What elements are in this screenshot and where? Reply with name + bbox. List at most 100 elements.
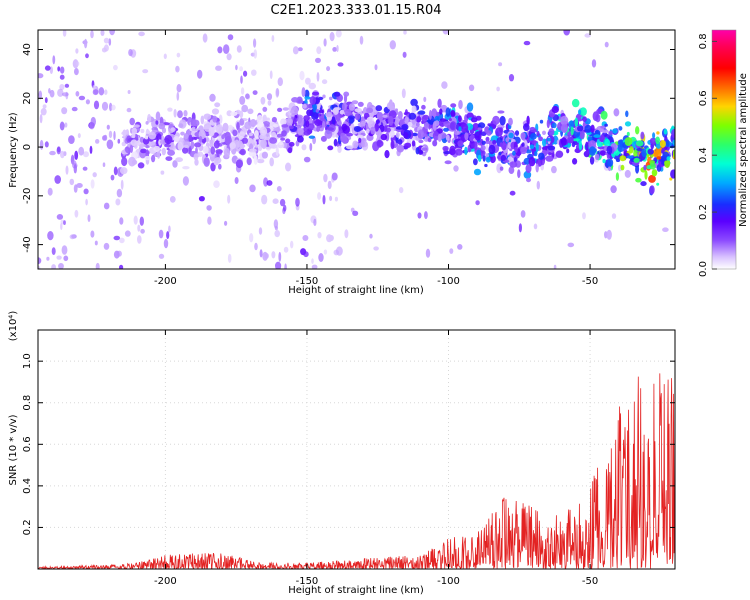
- spectrogram-ridge-blob: [448, 118, 452, 122]
- spectrogram-ridge-blob: [390, 140, 395, 150]
- spectrogram-ridge-blob: [579, 107, 587, 116]
- spectrogram-background-blob: [176, 52, 181, 58]
- spectrogram-ridge-blob: [180, 131, 185, 136]
- spectrogram-ridge-blob: [572, 158, 578, 165]
- spectrogram-background-blob: [269, 157, 275, 167]
- snr-y-label: SNR (10 * v/v): [8, 414, 19, 485]
- spectrogram-background-blob: [389, 40, 396, 50]
- spectrogram-ridge-blob: [318, 109, 324, 114]
- spectrogram-ridge-blob: [200, 115, 205, 125]
- spectrogram-background-blob: [113, 235, 121, 241]
- spectrogram-background-blob: [299, 70, 305, 81]
- spectrogram-ridge-blob: [484, 140, 492, 144]
- spectrogram-ridge-blob: [499, 115, 506, 126]
- spectrogram-ridge-blob: [386, 101, 395, 110]
- spectrogram-background-blob: [163, 238, 169, 249]
- spectrogram-background-blob: [69, 234, 76, 240]
- spectrogram-background-blob: [206, 205, 212, 211]
- spectrogram-background-blob: [264, 253, 269, 259]
- spectrogram-background-blob: [47, 187, 53, 196]
- spectrogram-background-blob: [108, 130, 113, 139]
- spectrogram-background-blob: [63, 255, 69, 262]
- spectrogram-background-blob: [323, 173, 328, 183]
- spectrogram-ridge-blob: [641, 148, 647, 157]
- spectrogram-background-blob: [245, 93, 250, 99]
- spectrogram-ridge-blob: [202, 145, 209, 154]
- spectrogram-background-blob: [374, 64, 378, 71]
- spectrogram-ridge-blob: [499, 166, 504, 171]
- spectrogram-ridge-blob: [286, 117, 293, 126]
- spectrogram-ridge-blob: [473, 158, 478, 166]
- spectrogram-ridge-blob: [649, 185, 655, 195]
- spectrogram-background-blob: [359, 35, 364, 45]
- spectrogram-ridge-blob: [505, 137, 510, 143]
- spectrogram-ridge-blob: [435, 111, 440, 117]
- spectrogram-ridge-blob: [415, 137, 421, 141]
- spectrogram-background-blob: [317, 192, 322, 200]
- spectrogram-background-blob: [441, 81, 448, 89]
- spectrogram-background-blob: [63, 220, 66, 226]
- spectrogram-ridge-blob: [177, 110, 183, 119]
- spectrogram-ridge-blob: [508, 117, 513, 126]
- spectrogram-background-blob: [316, 72, 320, 82]
- spectrogram-ridge-blob: [566, 148, 570, 154]
- spectrogram-background-blob: [60, 66, 65, 74]
- spectrogram-ridge-blob: [223, 147, 231, 158]
- spectrogram-ridge-blob: [485, 136, 490, 142]
- spectrogram-background-blob: [399, 187, 404, 194]
- spectrogram-ridge-blob: [241, 104, 249, 113]
- spectrogram-background-blob: [329, 31, 335, 42]
- spectrogram-ridge-blob: [593, 134, 601, 138]
- spectrogram-background-blob: [87, 214, 91, 222]
- spectrogram-ridge-blob: [296, 96, 303, 104]
- spectrogram-background-blob: [218, 114, 223, 124]
- spectrogram-background-blob: [551, 165, 557, 174]
- spectrogram-ridge-blob: [239, 136, 244, 140]
- spectrogram-background-blob: [106, 124, 110, 130]
- spectrogram-ridge-blob: [656, 131, 660, 135]
- spectrogram-background-blob: [94, 240, 98, 246]
- spectrogram-background-blob: [290, 240, 294, 249]
- spectrogram-background-blob: [116, 188, 123, 198]
- spectrogram-ridge-blob: [121, 157, 128, 167]
- spectrogram-background-blob: [113, 64, 118, 71]
- snr-y-tick-label: 0.6: [22, 436, 33, 452]
- spectrogram-ridge-blob: [167, 107, 173, 112]
- spectrogram-ridge-blob: [155, 120, 159, 125]
- spectrogram-background-blob: [102, 162, 106, 167]
- spectrogram-ridge-blob: [589, 146, 596, 157]
- spectrogram-ridge-blob: [224, 131, 231, 141]
- spectrogram-ridge-blob: [512, 150, 516, 156]
- spectrogram-background-blob: [49, 89, 55, 98]
- spectrogram-background-blob: [662, 227, 669, 232]
- spectrogram-background-blob: [209, 93, 216, 102]
- spectrogram-x-tick-label: -100: [437, 276, 460, 287]
- spectrogram-ridge-blob: [509, 161, 518, 168]
- spectrogram-ridge-blob: [137, 162, 145, 169]
- spectrogram-ridge-blob: [571, 141, 576, 148]
- snr-y-tick-label: 1.0: [22, 353, 33, 369]
- spectrogram-ridge-blob: [119, 167, 128, 175]
- spectrogram-ridge-blob: [664, 158, 671, 168]
- spectrogram-ridge-blob: [288, 125, 294, 130]
- snr-multiplier-label: (x10⁴): [8, 311, 19, 342]
- spectrogram-background-blob: [44, 65, 51, 71]
- spectrogram-ridge-blob: [351, 100, 359, 105]
- spectrogram-background-blob: [278, 251, 282, 262]
- spectrogram-background-blob: [109, 30, 115, 36]
- spectrogram-background-blob: [168, 225, 171, 233]
- spectrogram-background-blob: [142, 69, 149, 74]
- spectrogram-background-blob: [326, 66, 331, 72]
- snr-series-line: [38, 362, 675, 569]
- spectrogram-ridge-blob: [365, 128, 370, 134]
- spectrogram-background-blob: [239, 95, 246, 105]
- spectrogram-ridge-blob: [647, 148, 654, 155]
- colorbar-tick-label: 0.2: [698, 204, 709, 220]
- spectrogram-ridge-blob: [635, 126, 640, 135]
- spectrogram-ridge-blob: [210, 146, 216, 155]
- spectrogram-ridge-blob: [301, 87, 306, 98]
- spectrogram-ridge-blob: [239, 118, 245, 126]
- spectrogram-ridge-blob: [625, 110, 629, 118]
- spectrogram-ridge-blob: [183, 144, 189, 148]
- spectrogram-ridge-blob: [285, 138, 291, 144]
